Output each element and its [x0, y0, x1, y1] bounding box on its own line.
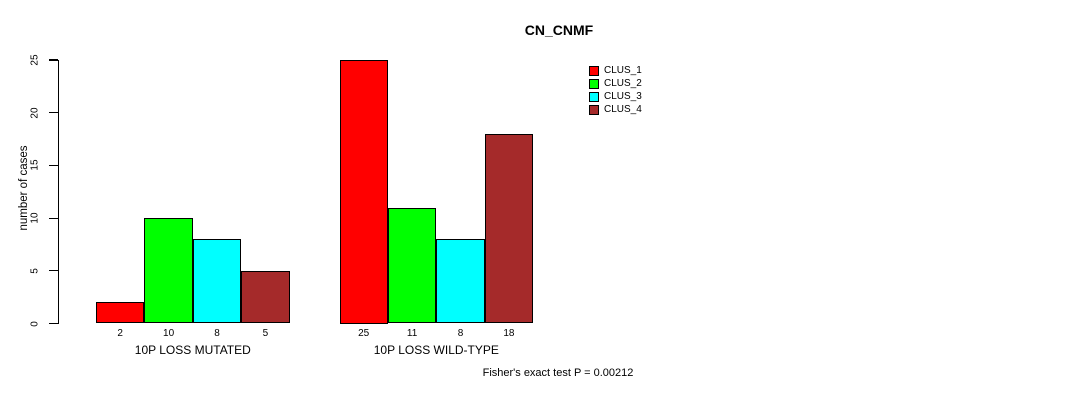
footer-annotation: Fisher's exact test P = 0.00212 [482, 367, 634, 379]
y-tick-mark [49, 164, 58, 166]
legend-label: CLUS_2 [604, 78, 642, 89]
bar-clus_1-group2 [339, 60, 388, 324]
y-tick-label: 15 [29, 159, 41, 171]
y-axis-line [58, 60, 60, 324]
x-category-label: 10P LOSS MUTATED [134, 343, 251, 357]
bar-clus_4-group1 [241, 270, 290, 324]
y-tick-mark [49, 217, 58, 219]
bar-clus_3-group1 [192, 239, 242, 324]
legend-row: CLUS_1 [589, 64, 642, 77]
legend: CLUS_1 CLUS_2 CLUS_3 CLUS_4 [589, 64, 642, 116]
y-tick-label: 10 [29, 212, 41, 224]
y-tick-label: 20 [29, 107, 41, 119]
y-tick-mark [49, 322, 58, 325]
bar-clus_2-group1 [144, 218, 193, 324]
bar-value-label: 8 [457, 328, 464, 339]
legend-swatch-clus_2 [589, 78, 599, 89]
bar-value-label: 25 [358, 328, 370, 339]
bar-value-label: 11 [406, 328, 418, 339]
y-tick-label: 0 [29, 320, 41, 327]
legend-label: CLUS_4 [604, 104, 642, 115]
legend-label: CLUS_1 [604, 65, 642, 76]
legend-swatch-clus_4 [589, 104, 599, 115]
bar-value-label: 2 [117, 328, 123, 339]
y-tick-mark [49, 59, 58, 61]
y-tick-mark [49, 270, 58, 272]
legend-swatch-clus_3 [589, 91, 599, 102]
y-tick-mark [49, 112, 58, 114]
bar-value-label: 8 [214, 328, 220, 339]
bar-value-label: 18 [503, 328, 515, 339]
legend-row: CLUS_3 [589, 90, 642, 103]
bar-clus_4-group2 [484, 133, 534, 324]
chart-title: CN_CNMF [524, 22, 594, 38]
legend-swatch-clus_1 [589, 65, 599, 76]
bar-value-label: 10 [163, 328, 175, 339]
bar-clus_3-group2 [436, 239, 485, 324]
y-tick-label: 25 [29, 54, 41, 66]
y-tick-label: 5 [29, 268, 41, 274]
bar-value-label: 5 [262, 328, 269, 339]
legend-row: CLUS_4 [589, 103, 642, 116]
legend-row: CLUS_2 [589, 77, 642, 90]
bar-clus_1-group1 [96, 302, 145, 324]
y-axis-label: number of cases [18, 145, 30, 231]
bar-clus_2-group2 [387, 207, 437, 324]
legend-label: CLUS_3 [604, 91, 642, 102]
x-category-label: 10P LOSS WILD-TYPE [373, 343, 499, 357]
